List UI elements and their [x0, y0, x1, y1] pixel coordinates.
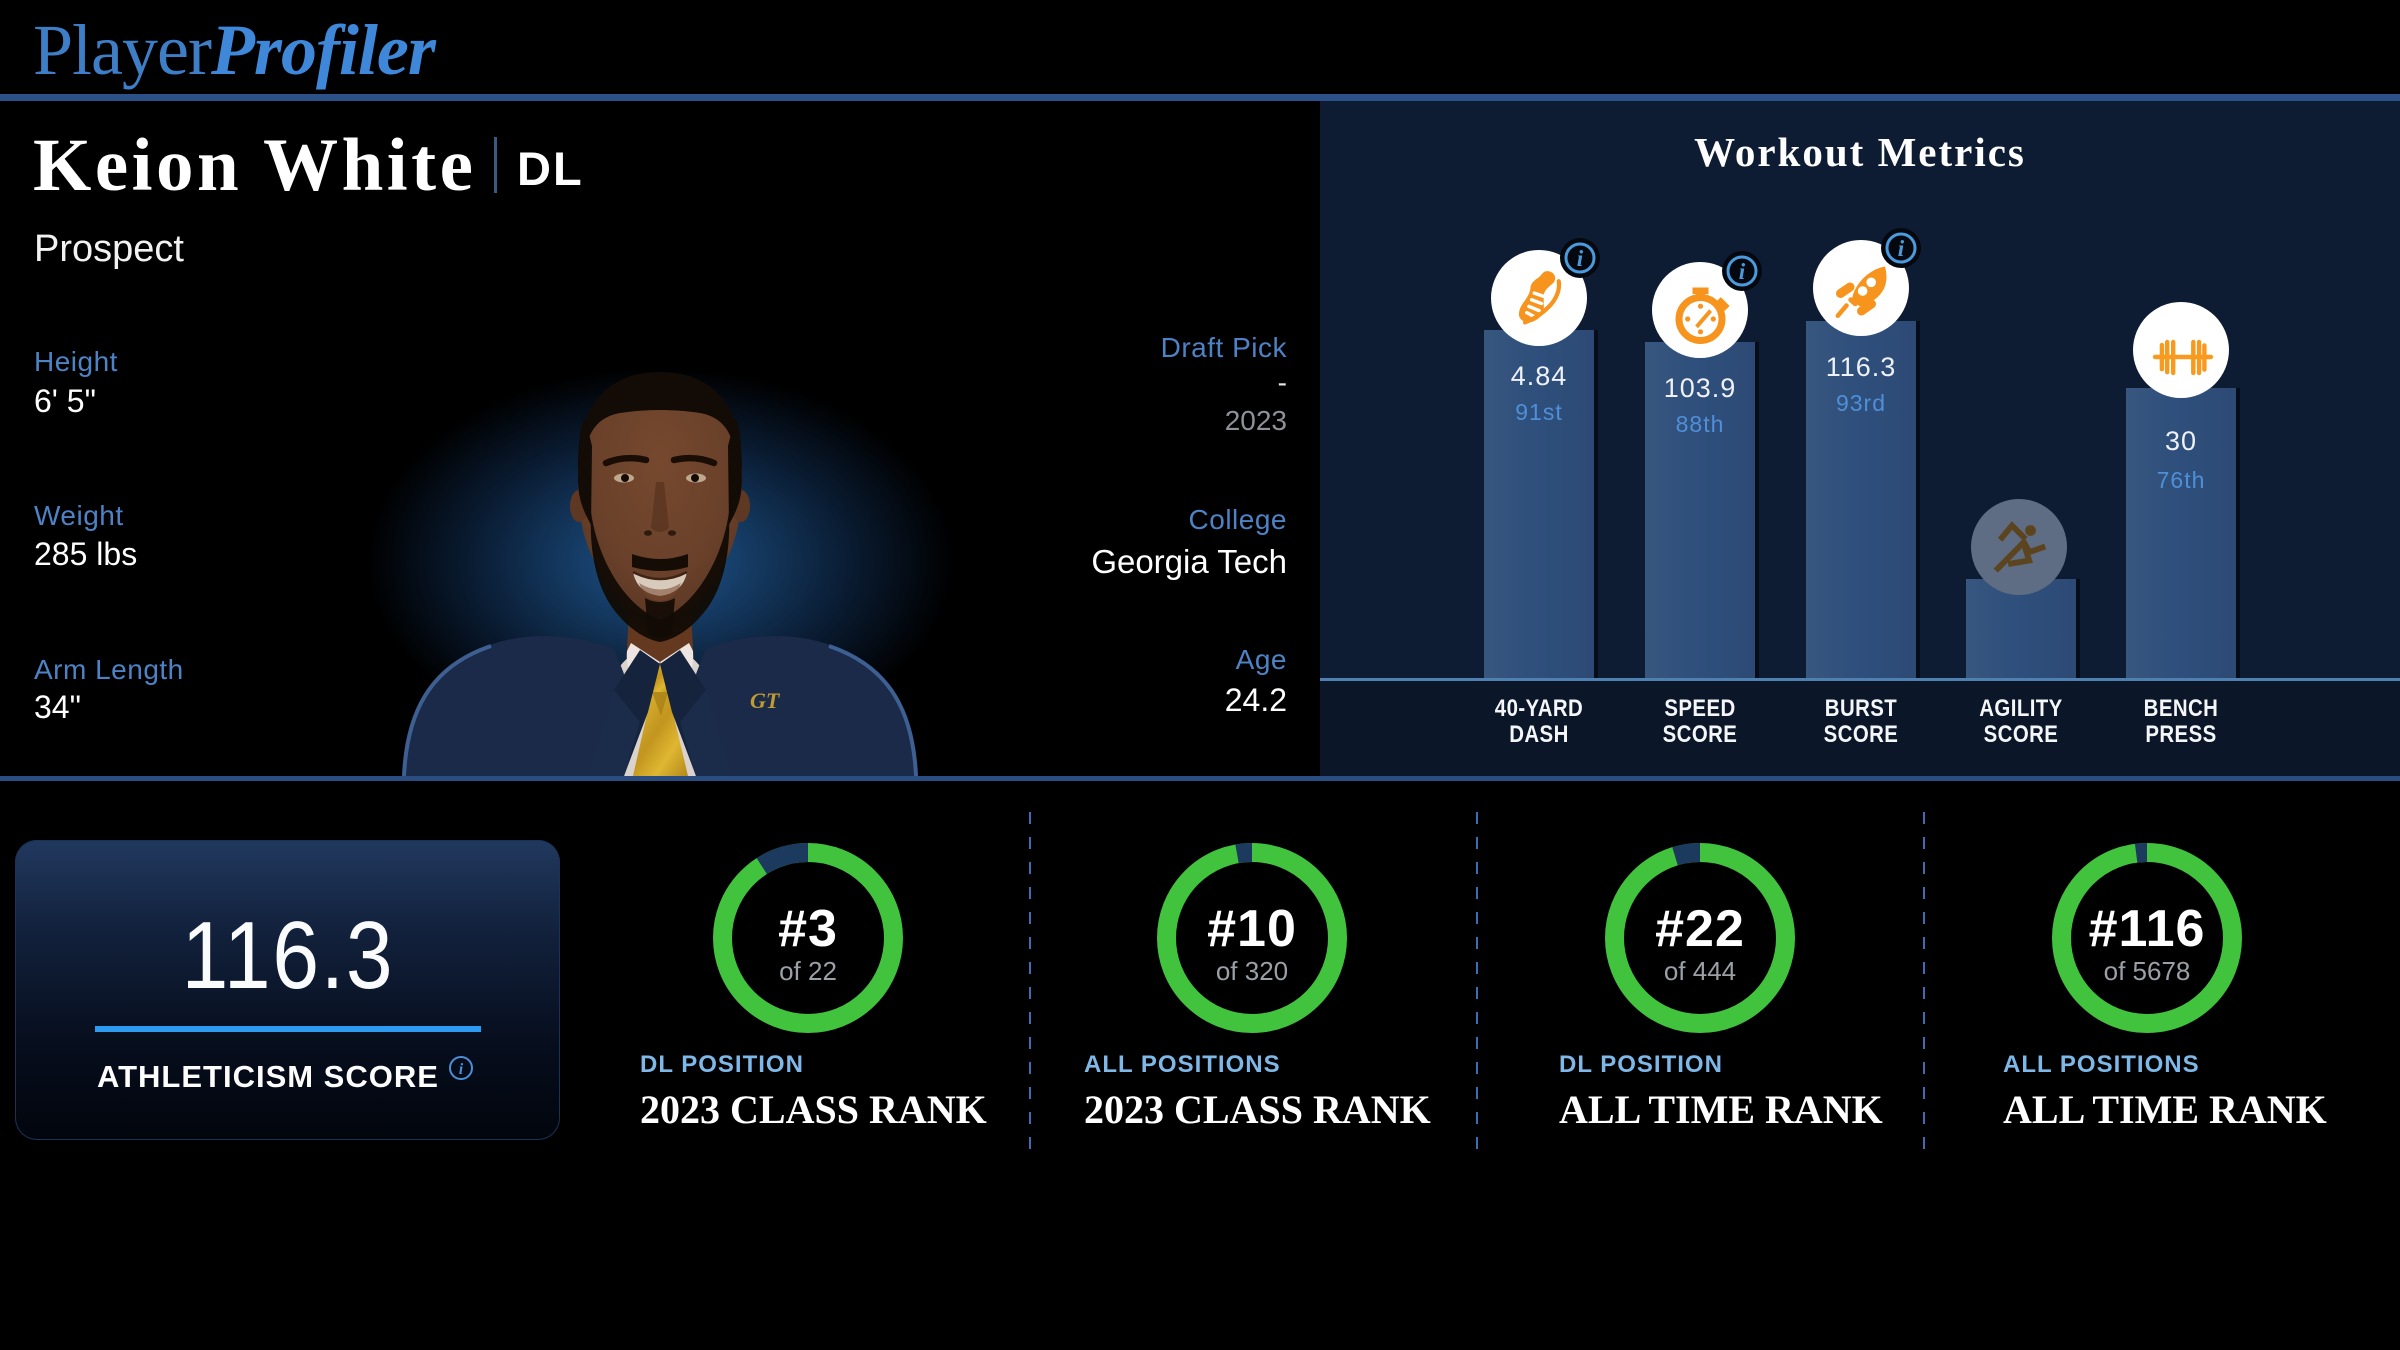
svg-text:GT: GT	[750, 688, 781, 713]
svg-text:i: i	[459, 1061, 464, 1078]
svg-text:i: i	[1898, 236, 1905, 261]
svg-text:i: i	[1577, 246, 1584, 271]
svg-text:i: i	[1739, 259, 1746, 284]
